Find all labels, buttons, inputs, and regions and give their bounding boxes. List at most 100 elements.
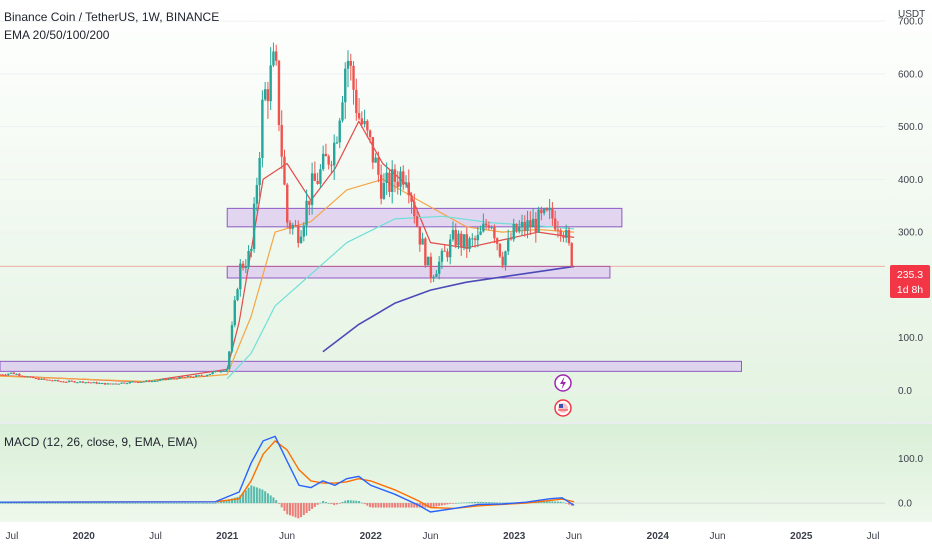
candle-body[interactable] (391, 169, 394, 193)
candle-body[interactable] (479, 231, 482, 235)
candle-body[interactable] (349, 60, 352, 66)
candle-body[interactable] (216, 370, 220, 372)
candle-body[interactable] (551, 207, 554, 219)
candle-body[interactable] (76, 382, 79, 384)
candle-body[interactable] (92, 382, 96, 384)
candle-body[interactable] (407, 182, 410, 196)
candle-body[interactable] (291, 224, 294, 229)
candle-body[interactable] (302, 225, 306, 237)
candle-body[interactable] (95, 382, 98, 384)
ema200-line[interactable] (322, 265, 575, 353)
candle-body[interactable] (471, 238, 474, 240)
candle-body[interactable] (98, 383, 101, 385)
candle-body[interactable] (244, 266, 248, 268)
candle-body[interactable] (333, 142, 336, 166)
candle-body[interactable] (435, 273, 438, 277)
candle-body[interactable] (73, 381, 76, 383)
candle-body[interactable] (310, 173, 314, 205)
candle-body[interactable] (476, 234, 480, 241)
candle-body[interactable] (355, 89, 358, 114)
dividend-event-icon[interactable] (554, 374, 572, 392)
candle-body[interactable] (526, 220, 529, 231)
candle-body[interactable] (219, 371, 223, 373)
time-axis-label[interactable]: 2024 (647, 531, 670, 542)
time-axis-label[interactable]: 2022 (360, 531, 383, 542)
candle-body[interactable] (402, 171, 405, 185)
support-resistance-zone[interactable] (0, 360, 742, 372)
candle-body[interactable] (335, 142, 339, 144)
candle-body[interactable] (84, 382, 87, 384)
candle-body[interactable] (299, 236, 303, 243)
candle-body[interactable] (266, 89, 270, 102)
candle-body[interactable] (78, 381, 82, 383)
candle-body[interactable] (562, 235, 565, 238)
candle-body[interactable] (172, 378, 176, 380)
candle-body[interactable] (396, 181, 399, 187)
candle-body[interactable] (404, 182, 408, 185)
candle-body[interactable] (109, 383, 112, 385)
candle-body[interactable] (106, 383, 109, 385)
time-axis-label[interactable]: 2025 (790, 531, 813, 542)
candle-body[interactable] (487, 225, 491, 228)
candle-body[interactable] (4, 374, 7, 376)
candle-body[interactable] (531, 218, 535, 228)
candle-body[interactable] (120, 382, 123, 384)
candle-body[interactable] (570, 243, 573, 267)
candle-body[interactable] (145, 380, 148, 382)
candle-body[interactable] (48, 379, 51, 381)
candle-body[interactable] (493, 227, 496, 239)
candle-body[interactable] (158, 379, 162, 381)
candle-body[interactable] (170, 378, 173, 380)
candle-body[interactable] (1, 374, 4, 376)
price-axis-label[interactable]: 700.0 (898, 17, 923, 28)
candle-body[interactable] (515, 223, 518, 232)
candle-body[interactable] (247, 251, 250, 267)
time-axis-background[interactable] (0, 522, 932, 550)
time-axis-label[interactable]: 2020 (73, 531, 96, 542)
candle-body[interactable] (451, 229, 455, 240)
price-axis-label[interactable]: 300.0 (898, 228, 923, 239)
candle-body[interactable] (518, 226, 521, 232)
candle-body[interactable] (352, 65, 355, 90)
candle-body[interactable] (567, 229, 571, 244)
candle-body[interactable] (308, 200, 311, 205)
time-axis-label[interactable]: Jul (867, 531, 880, 542)
candle-body[interactable] (233, 300, 236, 326)
candle-body[interactable] (156, 380, 159, 382)
candle-body[interactable] (545, 208, 549, 211)
candle-body[interactable] (23, 376, 27, 378)
candle-body[interactable] (523, 221, 526, 231)
candle-body[interactable] (344, 68, 347, 103)
candle-body[interactable] (183, 377, 187, 379)
candle-body[interactable] (553, 218, 557, 230)
candle-body[interactable] (490, 227, 493, 229)
time-axis-label[interactable]: Jul (6, 531, 19, 542)
candle-body[interactable] (393, 169, 397, 182)
candle-body[interactable] (410, 195, 413, 202)
candle-body[interactable] (161, 379, 165, 381)
candle-body[interactable] (275, 51, 278, 61)
candle-body[interactable] (429, 256, 433, 279)
candle-body[interactable] (59, 381, 62, 383)
candle-body[interactable] (415, 216, 419, 227)
candle-body[interactable] (324, 153, 328, 157)
candle-body[interactable] (379, 174, 383, 199)
candle-body[interactable] (181, 376, 184, 378)
price-axis-label[interactable]: 400.0 (898, 175, 923, 186)
candle-body[interactable] (250, 249, 253, 252)
candle-body[interactable] (366, 120, 369, 131)
candle-body[interactable] (54, 380, 57, 382)
candle-body[interactable] (283, 156, 286, 185)
time-axis-label[interactable]: 2023 (503, 531, 526, 542)
candle-body[interactable] (440, 250, 444, 262)
time-axis-label[interactable]: Jun (279, 531, 295, 542)
candle-body[interactable] (134, 381, 137, 383)
candle-body[interactable] (371, 136, 375, 163)
candle-body[interactable] (540, 209, 543, 214)
candle-body[interactable] (258, 158, 261, 186)
ema-indicator-label[interactable]: EMA 20/50/100/200 (4, 28, 110, 42)
candle-body[interactable] (341, 102, 344, 121)
candle-body[interactable] (252, 203, 256, 250)
candle-body[interactable] (9, 372, 13, 374)
candle-body[interactable] (51, 380, 54, 382)
